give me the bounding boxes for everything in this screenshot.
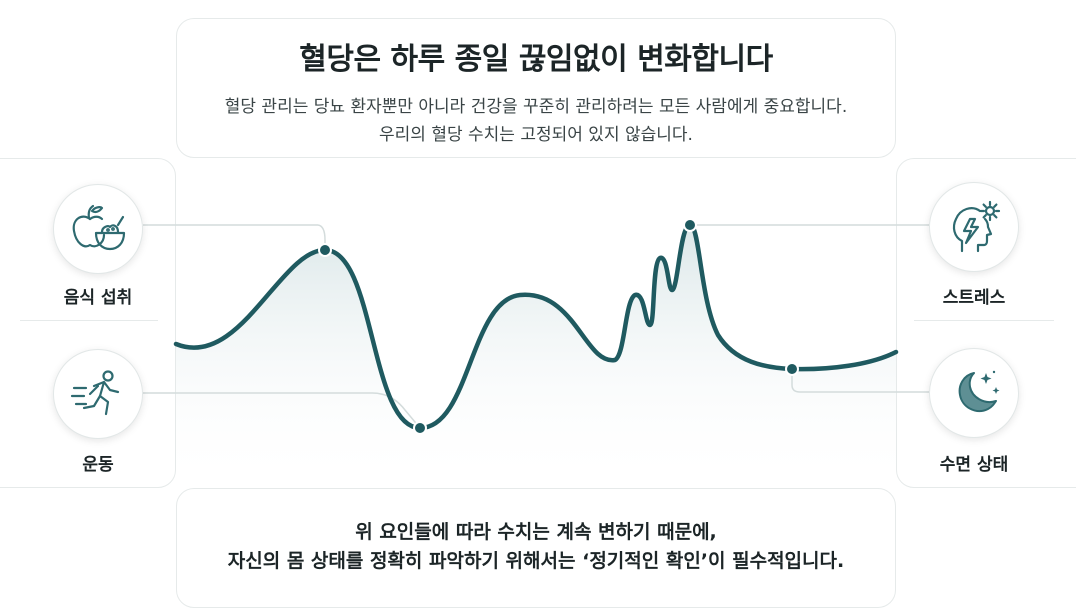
glucose-curve-line [173, 222, 899, 431]
stress-icon-circle [929, 182, 1019, 272]
page-title: 혈당은 하루 종일 끊임없이 변화합니다 [299, 42, 773, 77]
subtitle-line-2: 우리의 혈당 수치는 고정되어 있지 않습니다. [379, 125, 693, 145]
head-lightning-gear-icon [952, 200, 1001, 253]
food-icon-circle [53, 184, 143, 274]
footer-line-2: 자신의 몸 상태를 정확히 파악하기 위해서는 ‘정기적인 확인’이 필수적입니… [227, 550, 845, 572]
curve-area-fill [176, 225, 896, 488]
food-point-marker [318, 243, 332, 257]
right-divider [914, 320, 1054, 321]
left-divider [20, 320, 158, 321]
food-factor-label: 음식 섭취 [63, 288, 133, 308]
apple-bowl-icon [72, 204, 126, 251]
footer-line-1: 위 요인들에 따라 수치는 계속 변하기 때문에, [355, 521, 717, 543]
sleep-factor-label: 수면 상태 [939, 455, 1009, 475]
moon-stars-icon [958, 370, 1000, 413]
stress-factor-label: 스트레스 [942, 288, 1006, 308]
exercise-factor-label: 운동 [82, 455, 114, 475]
glucose-curve-diagram [143, 218, 929, 488]
sleep-connector [791, 369, 929, 393]
sleep-icon-circle [929, 348, 1019, 438]
exercise-icon-circle [53, 349, 143, 439]
food-connector-bend [317, 224, 326, 250]
stress-point-marker [683, 218, 697, 232]
exercise-point-marker [413, 421, 427, 435]
header-card [176, 18, 896, 158]
subtitle-line-1: 혈당 관리는 당뇨 환자뿐만 아니라 건강을 꾸준히 관리하려는 모든 사람에게… [224, 97, 848, 117]
sleep-point-marker [785, 362, 799, 376]
running-person-icon [70, 370, 120, 416]
